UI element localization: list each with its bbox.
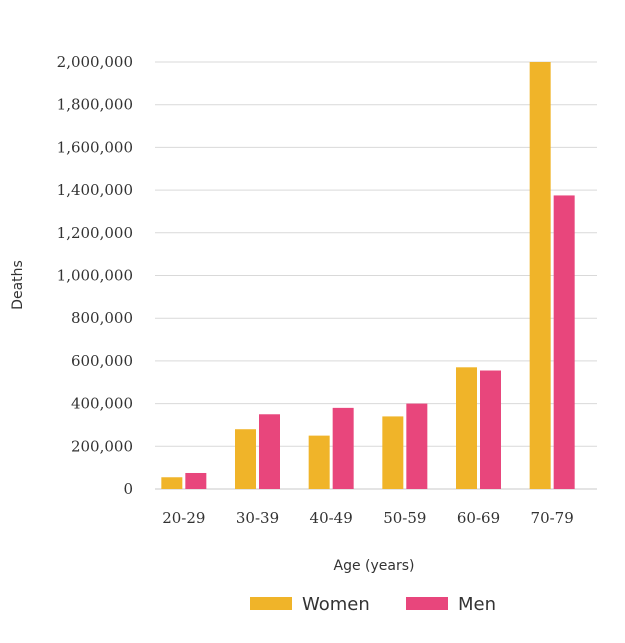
x-axis-title: Age (years): [334, 558, 415, 574]
x-tick-label: 50-59: [383, 509, 426, 527]
y-tick-label: 600,000: [71, 352, 133, 370]
y-tick-label: 2,000,000: [57, 53, 133, 71]
bar-women-50-59: [382, 416, 404, 489]
y-tick-label: 200,000: [71, 437, 133, 455]
y-tick-label: 1,000,000: [57, 267, 133, 285]
x-tick-label: 20-29: [162, 509, 205, 527]
bar-women-70-79: [529, 62, 551, 489]
y-tick-label: 1,600,000: [57, 138, 133, 156]
y-tick-label: 400,000: [71, 395, 133, 413]
y-tick-label: 0: [123, 480, 133, 498]
x-tick-label: 30-39: [236, 509, 279, 527]
y-axis-tick-labels: 0 200,000 400,000 600,000 800,000 1,000,000 1,…: [57, 53, 133, 498]
y-tick-label: 1,400,000: [57, 181, 133, 199]
y-tick-label: 1,800,000: [57, 96, 133, 114]
x-tick-label: 70-79: [531, 509, 574, 527]
y-axis-title: Deaths: [10, 260, 26, 310]
bar-men-40-49: [332, 407, 354, 489]
bar-women-40-49: [308, 435, 330, 489]
bar-women-20-29: [161, 477, 183, 489]
x-axis-tick-labels: 20-29 30-39 40-49 50-59 60-69 70-79: [162, 509, 574, 527]
bar-women-30-39: [235, 429, 256, 489]
bar-women-60-69: [456, 367, 477, 489]
bar-men-20-29: [185, 472, 207, 489]
y-tick-label: 800,000: [71, 309, 133, 327]
bars: [161, 62, 575, 489]
legend-swatch-women: [250, 597, 292, 610]
x-tick-label: 60-69: [457, 509, 500, 527]
bar-men-60-69: [480, 370, 501, 489]
bar-men-70-79: [553, 195, 575, 489]
y-tick-label: 1,200,000: [57, 224, 133, 242]
gridlines: [155, 61, 597, 490]
legend-swatch-men: [406, 597, 448, 610]
bar-men-30-39: [259, 414, 280, 489]
x-tick-label: 40-49: [310, 509, 353, 527]
legend-label-men: Men: [458, 594, 496, 615]
bar-men-50-59: [406, 403, 428, 489]
legend: Women Men: [250, 594, 496, 615]
legend-label-women: Women: [302, 594, 370, 615]
